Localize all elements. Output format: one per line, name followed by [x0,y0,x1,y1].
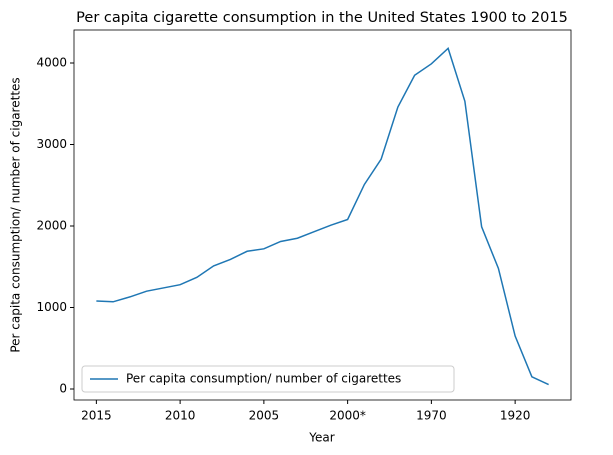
x-tick-label: 2000* [329,409,366,423]
y-tick-label: 4000 [36,56,67,70]
legend-label: Per capita consumption/ number of cigare… [126,372,401,386]
y-tick-label: 0 [59,381,67,395]
x-tick-label: 2010 [165,409,196,423]
y-tick-label: 2000 [36,219,67,233]
x-tick-label: 2005 [249,409,280,423]
y-tick-label: 3000 [36,137,67,151]
x-tick-label: 1920 [500,409,531,423]
chart-title: Per capita cigarette consumption in the … [76,10,568,26]
x-tick-label: 1970 [416,409,447,423]
y-tick-label: 1000 [36,300,67,314]
x-axis-label: Year [308,431,334,445]
line [96,46,549,386]
legend-box [81,365,455,393]
x-tick-label: 2015 [81,409,112,423]
y-axis-label: Per capita consumption/ number of cigare… [9,77,23,352]
plot-frame [73,29,572,401]
